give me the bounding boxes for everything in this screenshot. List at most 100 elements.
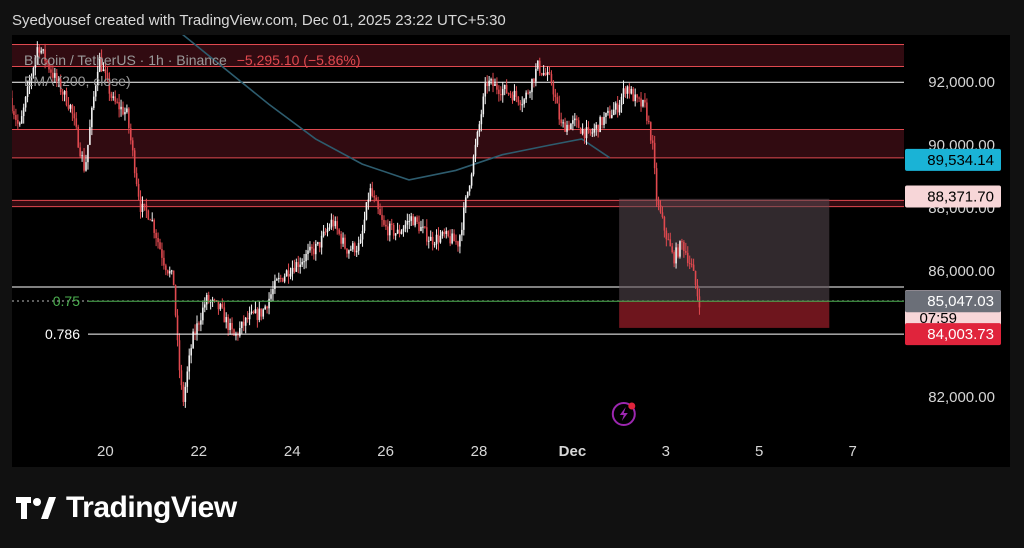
candle-body xyxy=(420,226,422,232)
candle-body xyxy=(126,108,128,113)
candle-body xyxy=(184,386,187,402)
candle-body xyxy=(628,86,631,94)
candle-body xyxy=(334,221,337,227)
candle-body xyxy=(544,72,547,76)
candle-body xyxy=(605,112,607,117)
price-axis[interactable]: 92,000.0090,000.0088,000.0086,000.0082,0… xyxy=(928,74,995,406)
candle-body xyxy=(426,227,428,242)
candle-body xyxy=(379,209,381,215)
candle-body xyxy=(533,78,535,82)
candle-body xyxy=(194,331,196,335)
chart-area[interactable]: 0.75 0.786 92,000.00 90,000.00 88,000.00 86,… xyxy=(11,28,1010,467)
candle-body xyxy=(203,304,206,308)
lightning-bolt xyxy=(619,407,628,421)
candle-body xyxy=(361,230,364,240)
candle-body xyxy=(649,122,652,141)
candle-body xyxy=(443,231,446,234)
candle-body xyxy=(459,235,461,247)
candle-body xyxy=(92,96,95,108)
candle-body xyxy=(531,78,533,93)
lightning-marker[interactable] xyxy=(611,402,636,426)
projection-box xyxy=(619,198,830,328)
candle-body xyxy=(410,216,413,221)
y-tick-label: 82,000.00 xyxy=(928,389,995,406)
candle-body xyxy=(408,220,411,222)
candle-body xyxy=(200,320,202,325)
candle-body xyxy=(468,185,471,192)
candle-body xyxy=(180,370,183,386)
stop-box xyxy=(619,300,830,328)
candle-body xyxy=(655,168,658,201)
candle-body xyxy=(209,301,212,303)
tradingview-logo[interactable]: TradingView xyxy=(16,491,237,524)
candle-body xyxy=(505,84,508,94)
candle-body xyxy=(523,99,525,105)
candle-body xyxy=(159,242,161,250)
candle-body xyxy=(59,79,62,93)
candle-body xyxy=(663,216,666,231)
candle-body xyxy=(332,219,335,227)
candle-body xyxy=(225,317,228,323)
candle-body xyxy=(690,263,693,265)
candle-body xyxy=(447,231,450,237)
candle-body xyxy=(642,99,644,107)
zone-2 xyxy=(12,200,904,207)
candle-body xyxy=(665,230,668,240)
symbol-label[interactable]: Bitcoin / TetherUS · 1h · Binance xyxy=(24,52,227,68)
candle-body xyxy=(476,131,479,145)
candle-body xyxy=(501,88,504,96)
candle-body xyxy=(624,88,627,94)
price-chart[interactable]: 0.75 0.786 92,000.0090,000.0088,000.0086,… xyxy=(11,28,1010,467)
candle-body xyxy=(466,191,469,198)
notification-dot xyxy=(628,402,636,410)
x-tick-label: 26 xyxy=(377,443,394,460)
candle-body xyxy=(322,231,325,236)
chart-legend: Bitcoin / TetherUS · 1h · Binance −5,295… xyxy=(24,52,361,89)
candle-body xyxy=(620,96,623,105)
candle-body xyxy=(139,196,142,212)
candle-body xyxy=(492,79,494,86)
candle-body xyxy=(258,308,261,320)
candle-body xyxy=(40,50,43,53)
candle-body xyxy=(659,204,662,213)
candle-body xyxy=(593,128,596,133)
candle-body xyxy=(61,92,64,95)
candle-body xyxy=(315,243,317,255)
candle-body xyxy=(268,298,270,309)
candle-body xyxy=(480,114,483,125)
candle-body xyxy=(135,173,138,184)
candle-body xyxy=(172,270,175,286)
candle-body xyxy=(486,83,488,87)
candle-body xyxy=(174,285,177,316)
candle-body xyxy=(32,67,35,77)
x-tick-label: 22 xyxy=(190,443,207,460)
indicator-label[interactable]: EMA (200, close) xyxy=(24,73,131,89)
candle-body xyxy=(279,277,282,279)
logo-text: TradingView xyxy=(66,491,237,524)
candle-body xyxy=(648,120,650,123)
candle-body xyxy=(217,300,220,310)
fib-levels: 0.75 0.786 xyxy=(45,293,904,342)
candle-body xyxy=(560,119,562,124)
price-badge-1 xyxy=(905,185,1001,208)
candle-body xyxy=(566,124,568,132)
candle-body xyxy=(34,57,37,68)
candle-body xyxy=(18,123,21,125)
candle-body xyxy=(149,219,152,221)
candle-body xyxy=(500,94,502,96)
candle-body xyxy=(44,49,46,61)
candle-body xyxy=(350,249,352,251)
price-badge-4 xyxy=(905,323,1001,346)
lightning-icon xyxy=(611,402,636,426)
candle-body xyxy=(558,103,561,120)
candle-body xyxy=(367,199,370,203)
candle-body xyxy=(48,62,50,70)
candle-body xyxy=(219,304,222,310)
price-badge-text-4: 84,003.73 xyxy=(927,326,994,343)
candle-body xyxy=(348,250,350,254)
candle-body xyxy=(231,323,233,330)
candle-body xyxy=(65,90,68,106)
change-label: −5,295.10 (−5.86%) xyxy=(236,52,361,68)
time-axis[interactable]: 20 22 24 26 28 Dec 3 5 7 xyxy=(97,443,857,460)
candle-body xyxy=(346,248,348,254)
